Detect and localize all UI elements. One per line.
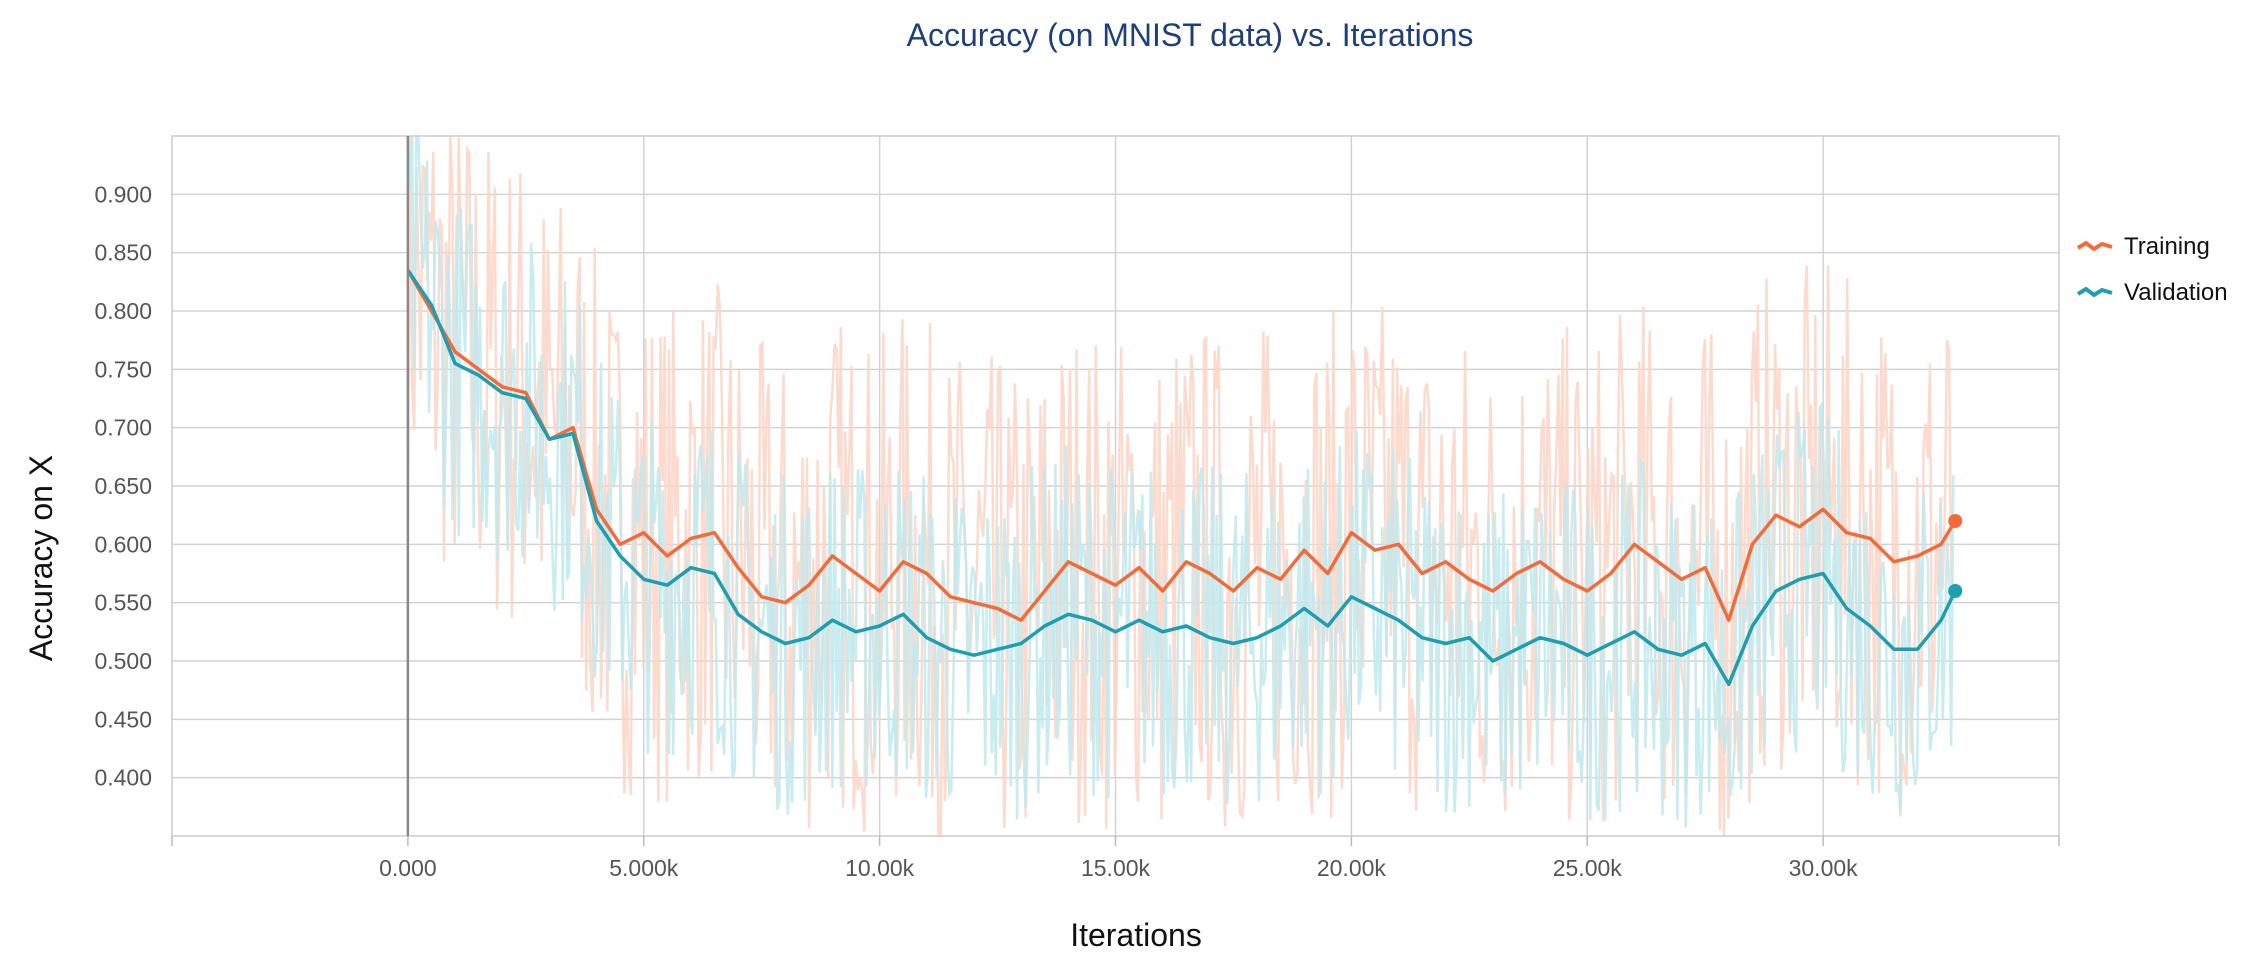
x-tick-label: 20.00k: [1317, 855, 1387, 881]
axes: [171, 135, 2060, 846]
series-line-training: [406, 269, 1957, 622]
legend-label: Training: [2124, 233, 2210, 260]
x-tick-label: 30.00k: [1789, 855, 1859, 881]
x-axis-label: Iterations: [1070, 917, 1202, 953]
legend-swatch: [2076, 240, 2113, 252]
y-tick-label: 0.450: [94, 706, 152, 732]
raw-noise-lines: [406, 133, 1955, 838]
y-tick-label: 0.800: [94, 298, 152, 324]
x-tick-label: 10.00k: [845, 855, 915, 881]
series-end-marker-validation: [1948, 584, 1963, 598]
y-tick-label: 0.650: [94, 473, 152, 499]
y-tick-label: 0.500: [94, 648, 152, 674]
series-line-validation: [406, 269, 1957, 687]
chart-title: Accuracy (on MNIST data) vs. Iterations: [907, 17, 1474, 53]
x-tick-label: 5.000k: [609, 855, 679, 881]
raw-line-validation: [406, 133, 1955, 828]
y-tick-label: 0.400: [94, 765, 152, 791]
legend-item-training: Training: [2076, 233, 2210, 260]
x-tick-label: 25.00k: [1553, 855, 1623, 881]
x-tick-label: 15.00k: [1081, 855, 1151, 881]
series-end-marker-training: [1948, 514, 1963, 528]
series-lines: [406, 269, 1963, 687]
legend: Training Validation: [2076, 233, 2228, 306]
x-tick-label: 0.000: [379, 855, 437, 881]
x-tick-labels: 0.000 5.000k 10.00k 15.00k 20.00k 25.00k 30.00…: [379, 855, 1858, 881]
y-tick-label: 0.850: [94, 240, 152, 266]
y-tick-label: 0.600: [94, 531, 152, 557]
legend-item-validation: Validation: [2076, 279, 2228, 306]
legend-swatch: [2076, 286, 2113, 298]
y-axis-label: Accuracy on X: [23, 455, 59, 661]
y-tick-labels: 0.400 0.450 0.500 0.550 0.600 0.650 0.700 0.750…: [94, 181, 152, 790]
y-tick-label: 0.900: [94, 181, 152, 207]
y-tick-label: 0.750: [94, 356, 152, 382]
legend-label: Validation: [2124, 279, 2228, 306]
y-tick-label: 0.700: [94, 415, 152, 441]
y-tick-label: 0.550: [94, 590, 152, 616]
